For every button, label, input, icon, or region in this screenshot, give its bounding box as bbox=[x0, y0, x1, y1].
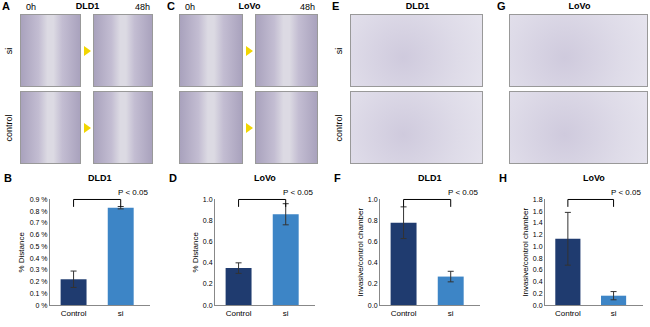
svg-text:0.6: 0.6 bbox=[203, 238, 213, 245]
html-text:48h: 48h bbox=[135, 2, 150, 12]
html-text:LoVo: LoVo bbox=[568, 1, 591, 11]
svg-text:Control: Control bbox=[555, 309, 581, 318]
svg-text:0.6: 0.6 bbox=[533, 266, 543, 273]
svg-text:0.4: 0.4 bbox=[203, 259, 213, 266]
html-text:0h: 0h bbox=[185, 2, 195, 12]
svg-text:1.4: 1.4 bbox=[533, 219, 543, 226]
svg-text:0.6 %: 0.6 % bbox=[30, 231, 48, 238]
svg-text:0.1 %: 0.1 % bbox=[30, 290, 48, 297]
svg-text:0.2 %: 0.2 % bbox=[30, 278, 48, 285]
svg-text:Control: Control bbox=[61, 309, 87, 318]
svg-text:LoVo: LoVo bbox=[254, 173, 276, 183]
svg-text:B: B bbox=[4, 172, 12, 184]
svg-text:P < 0.05: P < 0.05 bbox=[448, 188, 478, 197]
html-text:si: si bbox=[334, 47, 344, 54]
svg-text:% Distance: % Distance bbox=[191, 232, 200, 273]
svg-text:1.0: 1.0 bbox=[368, 196, 378, 203]
svg-text:Control: Control bbox=[391, 309, 417, 318]
svg-text:0.0: 0.0 bbox=[368, 302, 378, 309]
svg-text:si: si bbox=[448, 309, 454, 318]
svg-text:0.4: 0.4 bbox=[533, 278, 543, 285]
html-text:control: control bbox=[334, 114, 344, 141]
svg-text:P < 0.05: P < 0.05 bbox=[611, 188, 641, 197]
svg-text:0.4: 0.4 bbox=[368, 259, 378, 266]
svg-text:si: si bbox=[283, 309, 289, 318]
svg-text:% Distance: % Distance bbox=[17, 232, 26, 273]
svg-text:0.8 %: 0.8 % bbox=[30, 208, 48, 215]
svg-text:si: si bbox=[611, 309, 617, 318]
html-text:si: si bbox=[4, 47, 14, 54]
svg-text:0.7 %: 0.7 % bbox=[30, 219, 48, 226]
html-text:DLD1: DLD1 bbox=[75, 1, 100, 11]
svg-text:Control: Control bbox=[226, 309, 252, 318]
svg-text:1.0: 1.0 bbox=[203, 196, 213, 203]
svg-text:DLD1: DLD1 bbox=[88, 173, 112, 183]
svg-text:0 %: 0 % bbox=[36, 302, 48, 309]
svg-text:1.6: 1.6 bbox=[533, 208, 543, 215]
html-text:LoVo: LoVo bbox=[238, 1, 261, 11]
svg-text:0.3 %: 0.3 % bbox=[30, 266, 48, 273]
svg-text:0.4 %: 0.4 % bbox=[30, 255, 48, 262]
svg-text:1.0: 1.0 bbox=[533, 243, 543, 250]
svg-text:F: F bbox=[334, 172, 341, 184]
svg-text:Invasive/control chamber: Invasive/control chamber bbox=[521, 207, 530, 296]
svg-text:0.6: 0.6 bbox=[368, 238, 378, 245]
html-text:control: control bbox=[4, 114, 14, 141]
html-text:48h: 48h bbox=[300, 2, 315, 12]
svg-text:H: H bbox=[499, 172, 507, 184]
svg-text:1.2: 1.2 bbox=[533, 231, 543, 238]
svg-text:LoVo: LoVo bbox=[583, 173, 605, 183]
svg-text:0.9 %: 0.9 % bbox=[30, 196, 48, 203]
svg-text:0.8: 0.8 bbox=[368, 217, 378, 224]
html-text:C: C bbox=[167, 0, 175, 12]
svg-text:0.5 %: 0.5 % bbox=[30, 243, 48, 250]
svg-text:D: D bbox=[169, 172, 177, 184]
svg-text:0.2: 0.2 bbox=[368, 280, 378, 287]
svg-text:si: si bbox=[118, 309, 124, 318]
html-text:A: A bbox=[2, 0, 10, 12]
svg-text:0.0: 0.0 bbox=[533, 302, 543, 309]
svg-text:0.8: 0.8 bbox=[533, 255, 543, 262]
svg-text:Invasive/control chamber: Invasive/control chamber bbox=[356, 207, 365, 296]
svg-text:0.0: 0.0 bbox=[203, 302, 213, 309]
svg-text:P < 0.05: P < 0.05 bbox=[283, 188, 313, 197]
svg-text:0.8: 0.8 bbox=[203, 217, 213, 224]
html-text:DLD1: DLD1 bbox=[405, 1, 430, 11]
svg-text:1.8: 1.8 bbox=[533, 196, 543, 203]
html-text:0h: 0h bbox=[26, 2, 36, 12]
html-text:E: E bbox=[332, 0, 340, 12]
svg-text:0.2: 0.2 bbox=[533, 290, 543, 297]
svg-text:0.2: 0.2 bbox=[203, 280, 213, 287]
html-text:G: G bbox=[497, 0, 506, 12]
svg-text:P < 0.05: P < 0.05 bbox=[118, 188, 148, 197]
svg-text:DLD1: DLD1 bbox=[418, 173, 442, 183]
